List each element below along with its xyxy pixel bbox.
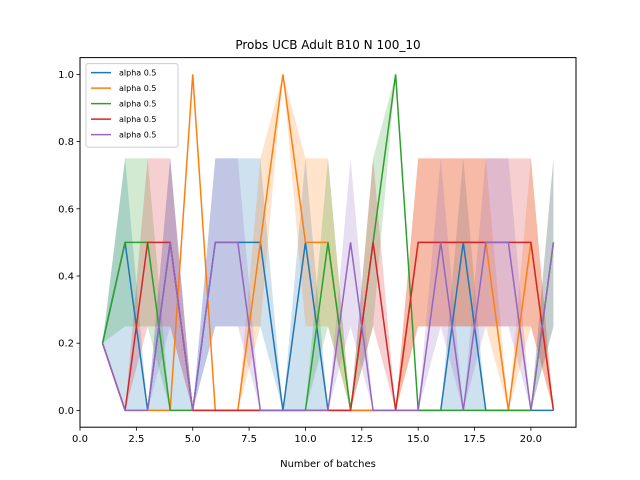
x-tick-label: 20.0 bbox=[520, 434, 542, 445]
chart-title: Probs UCB Adult B10 N 100_10 bbox=[235, 38, 420, 52]
legend-box bbox=[85, 63, 179, 148]
x-tick-label: 15.0 bbox=[407, 434, 429, 445]
legend-label: alpha 0.5 bbox=[119, 69, 156, 78]
y-tick-label: 0.2 bbox=[58, 339, 74, 350]
series-5-line bbox=[101, 241, 555, 412]
series-5-band bbox=[102, 158, 554, 411]
y-axis: 0.0 0.2 0.4 0.6 0.8 1.0 bbox=[58, 70, 80, 417]
x-tick-label: 10.0 bbox=[294, 434, 316, 445]
y-tick-label: 1.0 bbox=[58, 70, 74, 81]
legend-label: alpha 0.5 bbox=[119, 100, 156, 109]
x-tick-label: 5.0 bbox=[185, 434, 201, 445]
x-tick-label: 2.5 bbox=[128, 434, 144, 445]
plot-frame bbox=[79, 57, 577, 428]
y-tick-label: 0.6 bbox=[58, 204, 74, 215]
series-3-line bbox=[101, 74, 555, 412]
y-tick-label: 0.4 bbox=[58, 272, 74, 283]
legend-label: alpha 0.5 bbox=[119, 84, 156, 93]
x-axis-title: Number of batches bbox=[280, 459, 376, 470]
legend-label: alpha 0.5 bbox=[119, 131, 156, 140]
x-tick-label: 0.0 bbox=[72, 434, 88, 445]
legend: alpha 0.5 alpha 0.5 alpha 0.5 alpha 0.5 alph… bbox=[85, 63, 179, 148]
x-tick-label: 12.5 bbox=[351, 434, 373, 445]
series-4-band bbox=[102, 158, 554, 411]
y-tick-label: 0.0 bbox=[58, 406, 74, 417]
series-lines bbox=[101, 74, 555, 412]
x-tick-label: 17.5 bbox=[463, 434, 485, 445]
x-tick-label: 7.5 bbox=[241, 434, 257, 445]
y-tick-label: 0.8 bbox=[58, 137, 74, 148]
legend-label: alpha 0.5 bbox=[119, 115, 156, 124]
x-axis: 0.0 2.5 5.0 7.5 10.0 12.5 15.0 17.5 20.0 bbox=[72, 427, 542, 445]
series-1-band bbox=[102, 158, 554, 411]
